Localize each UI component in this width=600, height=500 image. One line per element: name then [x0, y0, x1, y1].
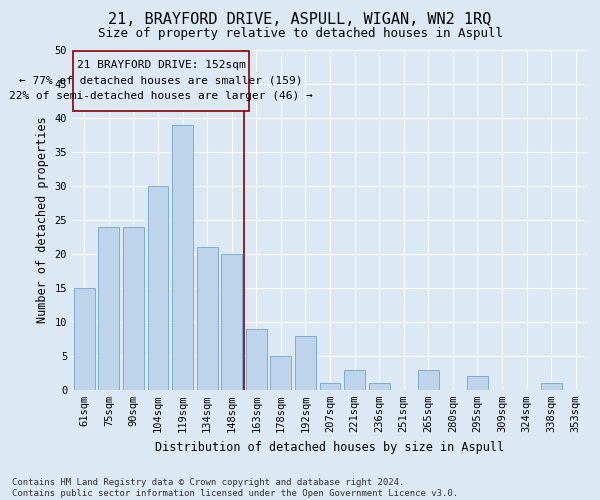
- Text: 21 BRAYFORD DRIVE: 152sqm: 21 BRAYFORD DRIVE: 152sqm: [77, 60, 245, 70]
- Bar: [123, 227, 144, 390]
- Bar: [344, 370, 365, 390]
- Bar: [246, 329, 267, 390]
- Text: 22% of semi-detached houses are larger (46) →: 22% of semi-detached houses are larger (…: [9, 91, 313, 101]
- Bar: [295, 336, 316, 390]
- Bar: [320, 383, 340, 390]
- Text: Size of property relative to detached houses in Aspull: Size of property relative to detached ho…: [97, 28, 503, 40]
- Bar: [221, 254, 242, 390]
- Bar: [368, 383, 389, 390]
- Y-axis label: Number of detached properties: Number of detached properties: [36, 116, 49, 324]
- Text: 21, BRAYFORD DRIVE, ASPULL, WIGAN, WN2 1RQ: 21, BRAYFORD DRIVE, ASPULL, WIGAN, WN2 1…: [109, 12, 491, 28]
- Bar: [271, 356, 292, 390]
- Bar: [197, 247, 218, 390]
- Bar: [467, 376, 488, 390]
- Bar: [73, 52, 249, 111]
- Bar: [74, 288, 95, 390]
- X-axis label: Distribution of detached houses by size in Aspull: Distribution of detached houses by size …: [155, 440, 505, 454]
- Bar: [541, 383, 562, 390]
- Text: Contains HM Land Registry data © Crown copyright and database right 2024.
Contai: Contains HM Land Registry data © Crown c…: [12, 478, 458, 498]
- Bar: [418, 370, 439, 390]
- Bar: [148, 186, 169, 390]
- Text: ← 77% of detached houses are smaller (159): ← 77% of detached houses are smaller (15…: [19, 76, 303, 86]
- Bar: [172, 125, 193, 390]
- Bar: [98, 227, 119, 390]
